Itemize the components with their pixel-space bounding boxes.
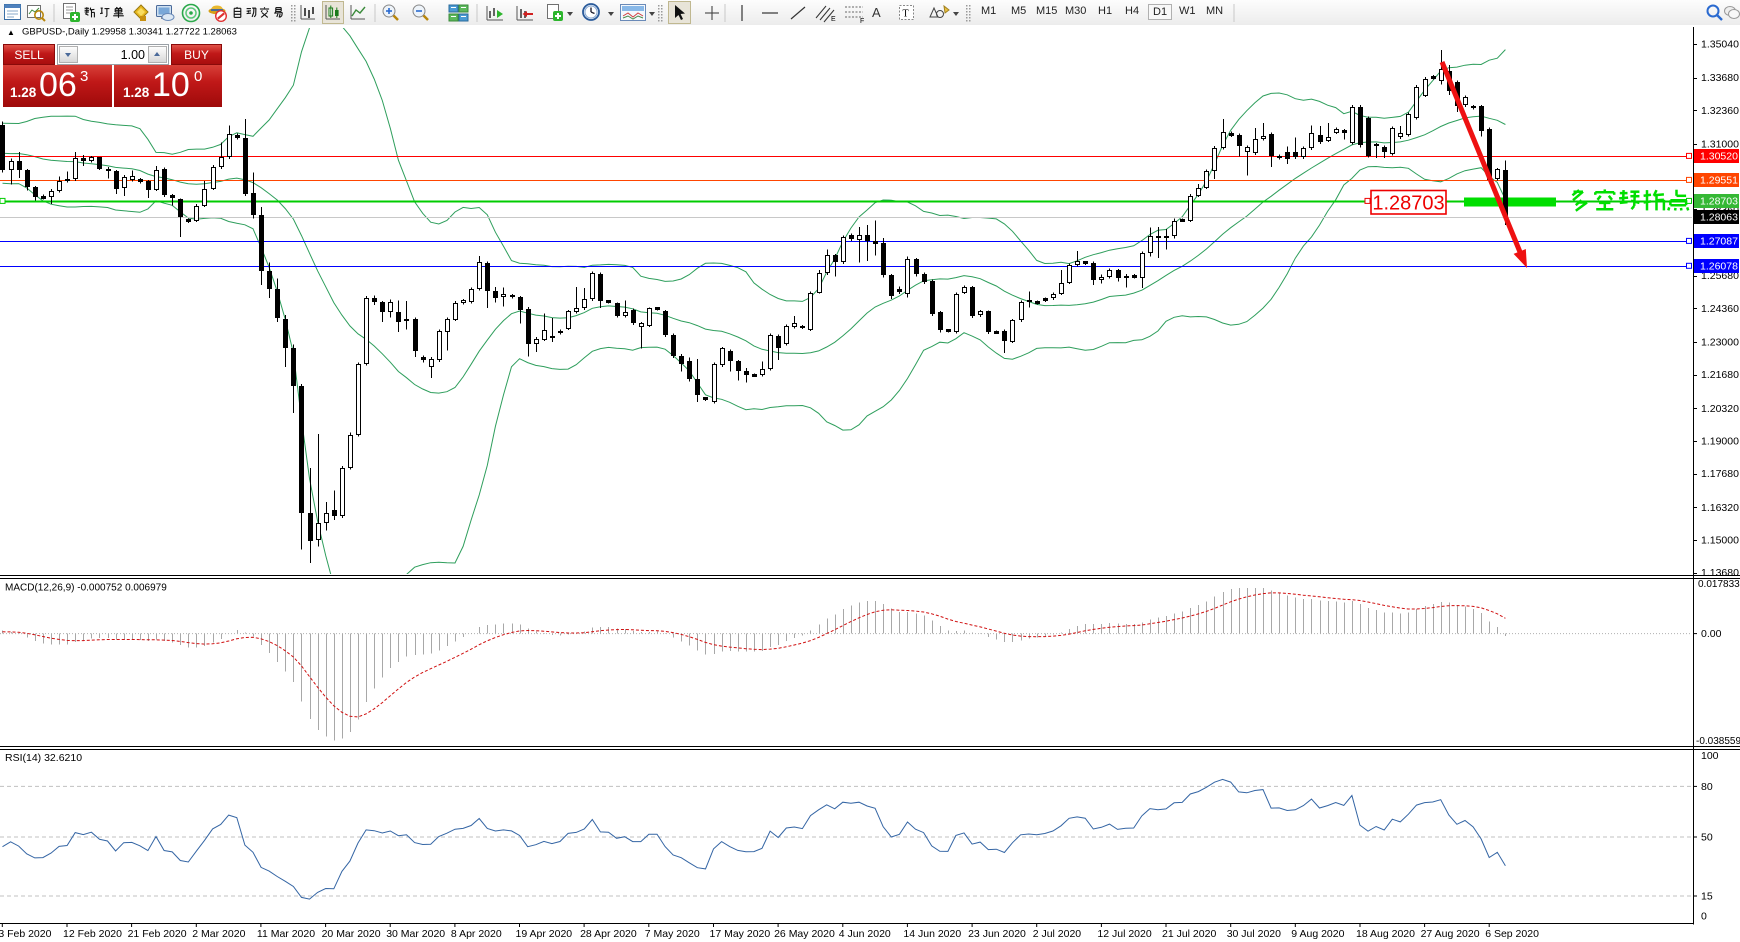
svg-text:21 Jul 2020: 21 Jul 2020 [1162, 928, 1216, 940]
svg-text:19 Apr 2020: 19 Apr 2020 [516, 928, 573, 940]
svg-text:1.28703: 1.28703 [1700, 196, 1738, 208]
svg-text:T: T [903, 9, 909, 20]
svg-text:17 May 2020: 17 May 2020 [710, 928, 771, 940]
svg-text:0.00: 0.00 [1701, 628, 1722, 640]
svg-text:1.32360: 1.32360 [1701, 105, 1739, 117]
svg-text:1.28703: 1.28703 [1372, 193, 1444, 215]
svg-text:100: 100 [1701, 750, 1719, 762]
svg-text:80: 80 [1701, 781, 1713, 793]
svg-text:1.33680: 1.33680 [1701, 72, 1739, 84]
svg-text:1.31000: 1.31000 [1701, 139, 1739, 151]
svg-text:-0.038559: -0.038559 [1696, 736, 1740, 747]
svg-text:27 Aug 2020: 27 Aug 2020 [1421, 928, 1480, 940]
svg-text:15: 15 [1701, 891, 1713, 903]
svg-text:18 Aug 2020: 18 Aug 2020 [1356, 928, 1415, 940]
svg-text:1.29551: 1.29551 [1700, 175, 1738, 187]
svg-text:1.26078: 1.26078 [1700, 261, 1738, 273]
svg-text:8 Apr 2020: 8 Apr 2020 [451, 928, 502, 940]
svg-text:21 Feb 2020: 21 Feb 2020 [128, 928, 187, 940]
svg-text:12 Jul 2020: 12 Jul 2020 [1097, 928, 1151, 940]
svg-text:14 Jun 2020: 14 Jun 2020 [903, 928, 961, 940]
svg-text:6 Sep 2020: 6 Sep 2020 [1485, 928, 1539, 940]
svg-text:1.25680: 1.25680 [1701, 270, 1739, 282]
svg-text:30 Jul 2020: 30 Jul 2020 [1227, 928, 1281, 940]
svg-text:1.15000: 1.15000 [1701, 535, 1739, 547]
svg-text:26 May 2020: 26 May 2020 [774, 928, 835, 940]
svg-text:1.20320: 1.20320 [1701, 403, 1739, 415]
svg-text:RSI(14) 32.6210: RSI(14) 32.6210 [5, 752, 82, 764]
svg-text:1.19000: 1.19000 [1701, 436, 1739, 448]
svg-text:1.27087: 1.27087 [1700, 236, 1738, 248]
svg-text:2 Jul 2020: 2 Jul 2020 [1033, 928, 1082, 940]
svg-text:F: F [860, 18, 864, 23]
svg-text:1.17680: 1.17680 [1701, 468, 1739, 480]
svg-text:0.017833: 0.017833 [1698, 579, 1740, 590]
svg-text:3 Feb 2020: 3 Feb 2020 [0, 928, 52, 940]
svg-text:1.35040: 1.35040 [1701, 39, 1739, 51]
svg-text:▲: ▲ [7, 28, 15, 37]
svg-text:1.24360: 1.24360 [1701, 303, 1739, 315]
svg-text:4 Jun 2020: 4 Jun 2020 [839, 928, 891, 940]
svg-text:12 Feb 2020: 12 Feb 2020 [63, 928, 122, 940]
svg-text:1.30520: 1.30520 [1700, 151, 1738, 163]
svg-text:23 Jun 2020: 23 Jun 2020 [968, 928, 1026, 940]
svg-text:E: E [831, 16, 836, 23]
svg-text:0: 0 [1701, 911, 1707, 923]
svg-text:GBPUSD-,Daily 1.29958 1.30341: GBPUSD-,Daily 1.29958 1.30341 1.27722 1.… [22, 27, 237, 38]
svg-text:9 Aug 2020: 9 Aug 2020 [1291, 928, 1344, 940]
svg-text:1.13680: 1.13680 [1701, 567, 1739, 579]
svg-text:11 Mar 2020: 11 Mar 2020 [257, 928, 315, 940]
svg-text:2 Mar 2020: 2 Mar 2020 [192, 928, 245, 940]
svg-text:MACD(12,26,9) -0.000752 0.0069: MACD(12,26,9) -0.000752 0.006979 [5, 583, 167, 594]
svg-text:50: 50 [1701, 832, 1713, 844]
svg-text:20 Mar 2020: 20 Mar 2020 [322, 928, 381, 940]
svg-text:7 May 2020: 7 May 2020 [645, 928, 700, 940]
svg-text:1.28063: 1.28063 [1700, 212, 1738, 224]
svg-text:1.16320: 1.16320 [1701, 502, 1739, 514]
svg-text:1.23000: 1.23000 [1701, 337, 1739, 349]
svg-text:1.21680: 1.21680 [1701, 369, 1739, 381]
svg-text:28 Apr 2020: 28 Apr 2020 [580, 928, 637, 940]
svg-text:30 Mar 2020: 30 Mar 2020 [386, 928, 445, 940]
